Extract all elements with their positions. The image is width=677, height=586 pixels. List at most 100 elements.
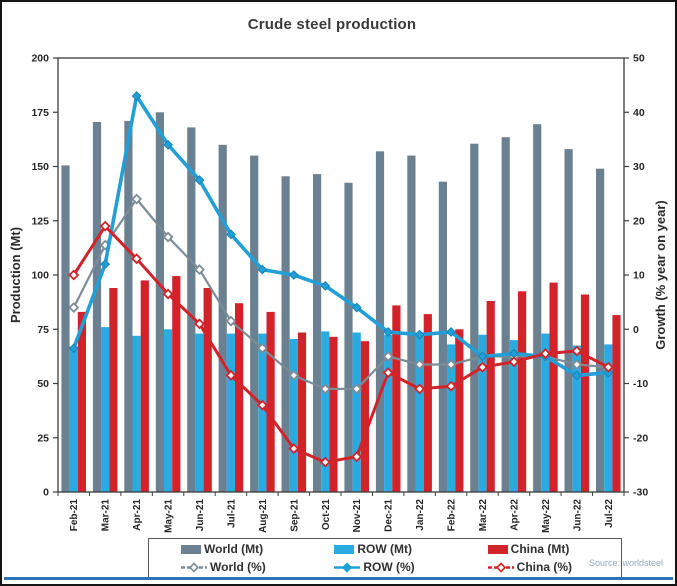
line-marker xyxy=(68,343,79,354)
x-tick-label: May-22 xyxy=(541,499,552,533)
chart-title: Crude steel production xyxy=(247,16,417,33)
line-marker xyxy=(194,175,205,185)
x-tick-label: Dec-21 xyxy=(384,499,395,532)
x-tick-label: Jul-22 xyxy=(604,499,615,528)
line-marker xyxy=(477,361,488,373)
line-marker xyxy=(226,229,236,240)
line-marker xyxy=(508,356,520,368)
bar-ROW (Mt) xyxy=(478,334,487,492)
legend-item-row-mt-: ROW (Mt) xyxy=(334,542,412,556)
bar-World (Mt) xyxy=(564,149,573,492)
line-marker xyxy=(351,302,362,313)
chart-legend: World (Mt) ROW (Mt) China (Mt) World (%) ROW… xyxy=(148,538,622,578)
y-right-tick-label: 0 xyxy=(633,324,639,336)
y-left-axis-title: Production (Mt) xyxy=(8,227,23,323)
bar-China (Mt) xyxy=(518,291,527,492)
y-right-tick-label: 20 xyxy=(633,215,645,227)
y-right-axis-title: Growth (% year on year) xyxy=(653,200,668,350)
source-note: Source: worldsteel xyxy=(588,558,663,568)
bar-World (Mt) xyxy=(470,143,479,492)
bar-World (Mt) xyxy=(501,137,510,492)
line-marker xyxy=(68,302,80,314)
bar-World (Mt) xyxy=(533,124,542,492)
y-right-tick-label: 30 xyxy=(633,161,645,173)
line-marker xyxy=(288,369,300,381)
line-ROW (%) xyxy=(71,94,611,378)
bar-China (Mt) xyxy=(329,336,338,492)
bar-ROW (Mt) xyxy=(164,329,173,493)
y-right-tick-label: -10 xyxy=(633,378,648,390)
bar-World (Mt) xyxy=(596,168,605,492)
legend-line-swatch-icon xyxy=(334,561,361,573)
bar-World (Mt) xyxy=(375,151,385,493)
y-left-tick-label: 25 xyxy=(37,432,49,444)
line-marker xyxy=(225,369,237,381)
line-marker xyxy=(382,367,394,379)
bar-ROW (Mt) xyxy=(289,339,298,492)
line-marker xyxy=(320,280,331,291)
bar-China (Mt) xyxy=(109,288,118,492)
bar-China (Mt) xyxy=(140,280,149,492)
bar-ROW (Mt) xyxy=(604,344,613,492)
legend-item-china-mt-: China (Mt) xyxy=(487,542,570,556)
bar-China (Mt) xyxy=(580,294,590,492)
bar-China (Mt) xyxy=(297,332,307,492)
bar-ROW (Mt) xyxy=(101,327,110,492)
legend-item-row-: ROW (%) xyxy=(334,560,415,574)
y-right-tick-label: 10 xyxy=(633,270,645,282)
line-marker xyxy=(571,359,583,370)
line-marker xyxy=(446,327,456,337)
legend-item-china-: China (%) xyxy=(487,560,572,574)
bar-China (Mt) xyxy=(266,311,275,492)
bar-ROW (Mt) xyxy=(258,333,267,492)
line-marker xyxy=(571,345,583,357)
line-marker xyxy=(288,443,300,455)
y-left-tick-label: 0 xyxy=(43,487,49,499)
line-marker xyxy=(445,380,457,392)
line-marker xyxy=(351,383,363,395)
bar-World (Mt) xyxy=(155,112,164,493)
line-marker xyxy=(382,350,394,362)
x-tick-label: Mar-22 xyxy=(478,499,489,532)
line-marker xyxy=(319,383,331,395)
line-marker xyxy=(256,342,268,354)
chart-svg: 0 25 50 75 100 125 150 175 200 -30 -20 -10 0 10 20 30 40… xyxy=(8,53,668,533)
bar-ROW (Mt) xyxy=(352,332,361,492)
legend-line-swatch-icon xyxy=(487,561,514,573)
legend-line-swatch-icon xyxy=(181,561,207,573)
bar-World (Mt) xyxy=(407,155,416,492)
bar-ROW (Mt) xyxy=(69,346,78,492)
line-marker xyxy=(68,269,80,281)
legend-label: China (Mt) xyxy=(510,542,570,556)
bar-China (Mt) xyxy=(203,288,212,492)
y-right-tick-label: 50 xyxy=(633,53,645,65)
y-left-tick-label: 75 xyxy=(37,324,49,336)
legend-label: World (Mt) xyxy=(204,542,264,556)
legend-bar-swatch-icon xyxy=(487,544,508,554)
bar-ROW (Mt) xyxy=(321,331,330,492)
bar-ROW (Mt) xyxy=(384,334,393,492)
bar-China (Mt) xyxy=(235,303,244,492)
x-tick-label: Jun-22 xyxy=(572,499,583,532)
line-marker xyxy=(319,456,331,468)
bar-World (Mt) xyxy=(344,182,353,493)
line-marker xyxy=(163,139,173,150)
footer-accent-line xyxy=(4,577,673,580)
bar-China (Mt) xyxy=(549,282,558,492)
line-marker xyxy=(225,315,237,327)
bar-ROW (Mt) xyxy=(132,335,141,492)
y-left-tick-label: 200 xyxy=(31,53,49,65)
line-marker xyxy=(131,193,143,205)
bar-ROW (Mt) xyxy=(226,333,235,492)
line-marker xyxy=(602,361,614,373)
line-marker xyxy=(257,264,268,275)
y-right-tick-label: -20 xyxy=(633,432,648,444)
legend-bar-swatch-icon xyxy=(334,544,355,554)
legend-label: China (%) xyxy=(516,560,572,574)
line-marker xyxy=(194,264,205,276)
y-left-tick-label: 125 xyxy=(31,215,49,227)
bar-World (Mt) xyxy=(187,127,196,493)
line-marker xyxy=(131,253,143,265)
bar-ROW (Mt) xyxy=(447,344,456,492)
